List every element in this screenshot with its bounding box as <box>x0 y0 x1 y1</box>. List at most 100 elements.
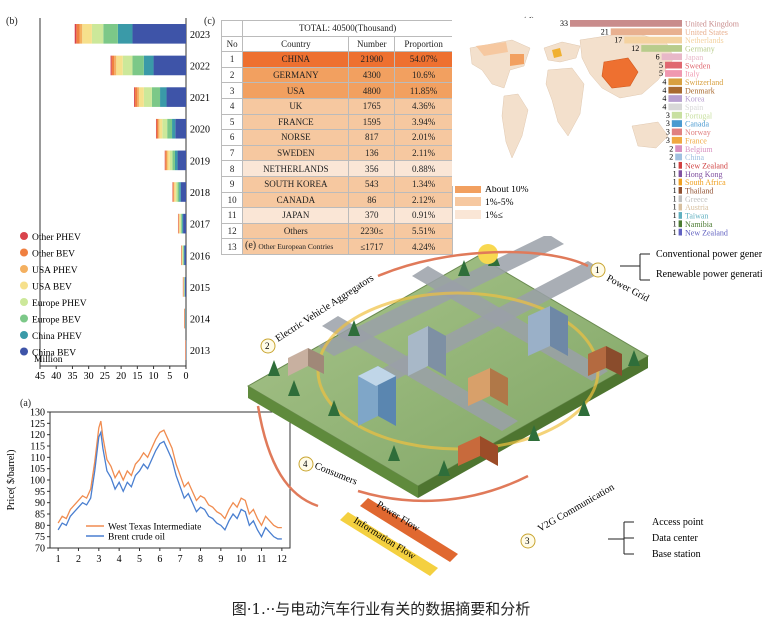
bar-segment <box>177 182 180 202</box>
arrow-left <box>256 405 319 508</box>
country-name: Portugal <box>685 111 713 120</box>
country-value: 1 <box>673 211 677 220</box>
table-cell: 3 <box>220 82 244 99</box>
country-name: South Africa <box>685 178 726 187</box>
year-label: 2015 <box>190 283 210 294</box>
bar-segment <box>180 182 186 202</box>
country-value: 4 <box>662 86 666 95</box>
europe-shape <box>543 41 581 63</box>
legend-dot <box>20 347 28 356</box>
year-label: 2014 <box>190 315 210 326</box>
table-cell: 0.91% <box>394 207 453 224</box>
country-name: China <box>685 153 705 162</box>
legend-dot <box>20 314 28 323</box>
legend-swatch <box>455 210 481 219</box>
bar-segment <box>183 213 186 234</box>
country-value: 4 <box>662 77 666 86</box>
table-cell: 1.34% <box>394 175 453 193</box>
country-bar <box>671 111 682 119</box>
gen-renewable: Renewable power generation <box>656 269 762 280</box>
panel-label-b: (b) <box>6 16 18 27</box>
comm-access-point: Access point <box>652 517 704 528</box>
legend-label: West Texas Intermediate <box>108 523 201 533</box>
table-title-row: TOTAL: 40500(Thousand) <box>220 20 453 37</box>
year-label: 2023 <box>190 30 210 41</box>
table-cell: 2.01% <box>394 129 453 146</box>
country-name: Netherlands <box>685 36 724 45</box>
y-tick-label: 95 <box>35 487 45 498</box>
x-tick-label: 35 <box>67 371 77 382</box>
label-consumers: Consumers <box>313 461 359 488</box>
table-cell: 2.12% <box>394 191 453 209</box>
table-row: 13 Other European Contries ≤1717 4.24% <box>220 238 453 255</box>
country-name: Sweden <box>685 61 710 70</box>
bar-segment <box>172 150 175 171</box>
table-cell: 8 <box>220 160 244 177</box>
bar-segment <box>179 213 181 234</box>
table-cell: 4.24% <box>394 238 453 255</box>
country-bar <box>668 103 682 111</box>
bar-segment <box>76 24 80 44</box>
table-cell: 11 <box>220 207 244 224</box>
x-tick-label: 10 <box>149 371 159 382</box>
country-value: 1 <box>673 178 677 187</box>
table-row: 9 SOUTH KOREA 543 1.34% <box>220 175 453 193</box>
country-value: 2 <box>669 153 673 162</box>
country-value: 2 <box>669 144 673 153</box>
bar-segment <box>156 118 159 139</box>
country-bar <box>678 187 682 194</box>
table-row: 10 CANADA 86 2.12% <box>220 191 453 209</box>
x-tick-label: 40 <box>51 371 61 382</box>
num-1: 1 <box>595 265 600 275</box>
table-row: 2 GERMANY 4300 10.6% <box>220 66 453 84</box>
table-cell: 6 <box>220 129 244 146</box>
road-1 <box>318 236 564 356</box>
x-tick-label: 10 <box>236 554 246 565</box>
bar-segment <box>132 24 186 44</box>
legend-label: 1%≤ <box>485 211 503 221</box>
country-value: 1 <box>673 161 677 170</box>
y-tick-label: 80 <box>35 521 45 532</box>
country-value: 33 <box>560 19 568 28</box>
country-bar <box>678 161 682 169</box>
bar-segment <box>111 55 115 76</box>
table-cell: 136 <box>348 144 396 162</box>
bar-segment <box>175 118 186 139</box>
table-cell: 4300 <box>348 66 396 84</box>
y-tick-label: 120 <box>30 430 45 441</box>
x-tick-label: 45 <box>35 371 45 382</box>
comm-base-station: Base station <box>652 549 701 560</box>
arrow-top <box>377 250 589 278</box>
legend-dot <box>20 298 28 306</box>
germany-shape <box>552 48 562 58</box>
bar-segment <box>173 182 175 202</box>
country-name: Greece <box>685 195 708 204</box>
x-tick-label: 25 <box>100 371 110 382</box>
country-value: 12 <box>631 44 639 53</box>
communication-bracket <box>608 521 634 555</box>
country-table: TOTAL: 40500(Thousand) No Country Number Pro… <box>220 20 453 255</box>
table-row: 6 NORSE 817 2.01% <box>220 129 453 146</box>
table-cell: 4.36% <box>394 97 453 115</box>
legend-swatch <box>455 197 481 206</box>
legend-label: China BEV <box>32 349 76 359</box>
y-tick-label: 90 <box>35 498 45 509</box>
table-row: 5 FRANCE 1595 3.94% <box>220 113 453 131</box>
bar-segment <box>165 150 167 171</box>
x-axis-unit: Million <box>34 355 63 365</box>
south-america-shape <box>501 93 529 159</box>
table-cell: NETHERLANDS <box>242 160 350 177</box>
table-cell: 2.11% <box>394 144 453 162</box>
bar-segment <box>182 213 184 234</box>
country-name: New Zealand <box>685 161 728 170</box>
figure-caption: 图·1.··与电动汽车行业有关的数据摘要和分析 <box>231 600 531 618</box>
x-tick-label: 4 <box>117 554 122 565</box>
country-bar <box>678 178 682 186</box>
table-cell: 370 <box>348 207 396 224</box>
bar-segment <box>116 55 123 76</box>
bar-segment <box>114 55 117 76</box>
bar-segment <box>159 118 163 139</box>
table-cell: UK <box>242 97 350 115</box>
country-value: 3 <box>666 128 670 137</box>
num-2: 2 <box>265 341 270 351</box>
